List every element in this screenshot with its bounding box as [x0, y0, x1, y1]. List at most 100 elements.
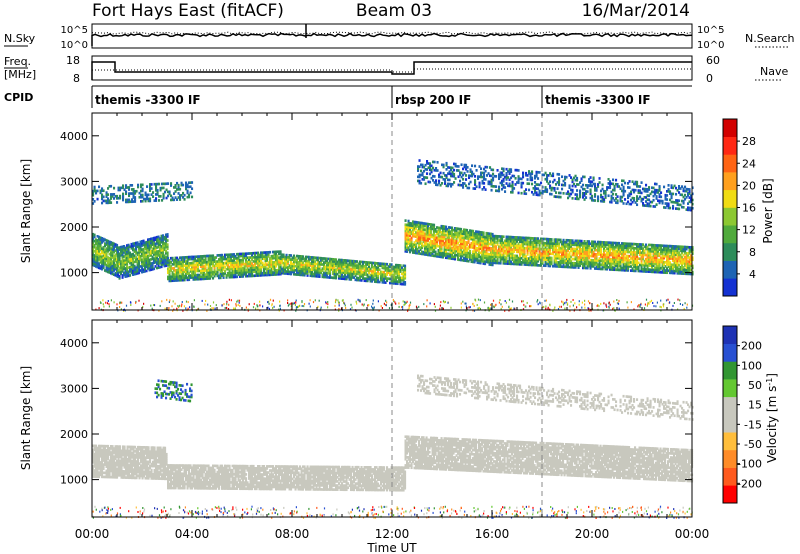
heatmap-cell — [276, 256, 279, 260]
heatmap-cell — [118, 256, 121, 260]
heatmap-cell — [466, 247, 469, 250]
heatmap-cell — [534, 261, 537, 265]
heatmap-cell — [418, 225, 421, 229]
heatmap-cell — [553, 240, 556, 243]
heatmap-cell — [147, 254, 150, 258]
heatmap-cell — [177, 183, 180, 187]
heatmap-cell — [136, 268, 139, 271]
heatmap-cell — [324, 257, 327, 260]
heatmap-cell — [585, 262, 588, 266]
heatmap-cell — [345, 275, 348, 279]
heatmap-cell — [476, 232, 479, 236]
heatmap-cell — [481, 253, 484, 257]
heatmap-cell — [209, 260, 212, 264]
heatmap-cell — [526, 238, 529, 242]
heatmap-cell — [261, 251, 264, 255]
heatmap-cell — [430, 243, 433, 247]
heatmap-cell — [264, 265, 267, 269]
heatmap-cell — [591, 242, 594, 246]
heatmap-cell — [448, 228, 451, 231]
heatmap-cell — [582, 250, 585, 253]
heatmap-cell — [598, 261, 601, 264]
heatmap-cell — [399, 280, 402, 284]
heatmap-cell — [288, 264, 291, 267]
heatmap-cell — [431, 239, 434, 243]
heatmap-cell — [398, 274, 401, 277]
heatmap-cell — [194, 265, 197, 269]
heatmap-cell — [195, 261, 198, 265]
heatmap-cell — [495, 234, 498, 238]
heatmap-cell — [329, 263, 332, 267]
heatmap-cell — [467, 235, 470, 238]
heatmap-cell — [326, 267, 329, 271]
heatmap-cell — [356, 278, 359, 282]
heatmap-cell — [174, 279, 177, 282]
heatmap-cell — [568, 253, 571, 257]
heatmap-cell — [159, 247, 162, 251]
heatmap-cell — [182, 262, 185, 265]
heatmap-cell — [559, 259, 562, 262]
heatmap-cell — [120, 272, 123, 276]
heatmap-cell — [230, 263, 233, 267]
heatmap-cell — [528, 261, 531, 265]
heatmap-cell — [243, 254, 246, 258]
heatmap-cell — [544, 264, 547, 268]
heatmap-cell — [239, 258, 242, 262]
heatmap-cell — [173, 267, 176, 270]
heatmap-cell — [535, 245, 538, 249]
heatmap-cell — [127, 256, 130, 259]
heatmap-cell — [544, 256, 547, 259]
heatmap-cell — [195, 269, 198, 273]
heatmap-cell — [493, 259, 496, 263]
heatmap-cell — [454, 247, 457, 251]
heatmap-cell — [308, 266, 311, 269]
heatmap-cell — [234, 257, 237, 260]
heatmap-cell — [383, 275, 386, 278]
heatmap-cell — [381, 270, 384, 274]
heatmap-cell — [92, 251, 95, 255]
heatmap-cell — [347, 267, 350, 271]
heatmap-cell — [485, 236, 488, 239]
heatmap-cell — [323, 275, 326, 279]
heatmap-cell — [299, 269, 302, 273]
heatmap-cell — [270, 269, 273, 272]
heatmap-cell — [458, 252, 461, 255]
heatmap-cell — [466, 259, 469, 263]
heatmap-cell — [279, 263, 282, 267]
heatmap-cell — [481, 237, 484, 241]
heatmap-cell — [141, 268, 144, 272]
heatmap-cell — [425, 234, 428, 238]
heatmap-cell — [260, 261, 263, 265]
heatmap-cell — [353, 266, 356, 269]
heatmap-cell — [502, 255, 505, 259]
heatmap-cell — [207, 271, 210, 274]
heatmap-cell — [490, 261, 493, 264]
heatmap-cell — [591, 258, 594, 262]
heatmap-cell — [204, 273, 207, 276]
heatmap-cell — [458, 235, 461, 239]
heatmap-cell — [345, 265, 348, 269]
heatmap-cell — [162, 263, 165, 266]
heatmap-cell — [341, 258, 344, 262]
heatmap-cell — [573, 261, 576, 265]
heatmap-cell — [183, 256, 186, 259]
heatmap-cell — [601, 265, 604, 269]
heatmap-cell — [556, 238, 559, 242]
heatmap-cell — [212, 264, 215, 268]
heatmap-cell — [498, 255, 501, 259]
heatmap-cell — [463, 251, 466, 254]
heatmap-cell — [95, 263, 98, 266]
heatmap-cell — [206, 262, 209, 266]
heatmap-cell — [606, 251, 609, 255]
heatmap-cell — [254, 255, 257, 259]
heatmap-cell — [221, 257, 224, 261]
heatmap-cell — [443, 231, 446, 235]
heatmap-cell — [107, 245, 110, 249]
heatmap-cell — [191, 255, 194, 259]
heatmap-cell — [177, 279, 180, 282]
heatmap-cell — [508, 260, 511, 263]
heatmap-cell — [589, 250, 592, 254]
heatmap-cell — [586, 244, 589, 247]
heatmap-cell — [121, 274, 124, 277]
heatmap-cell — [272, 250, 275, 254]
